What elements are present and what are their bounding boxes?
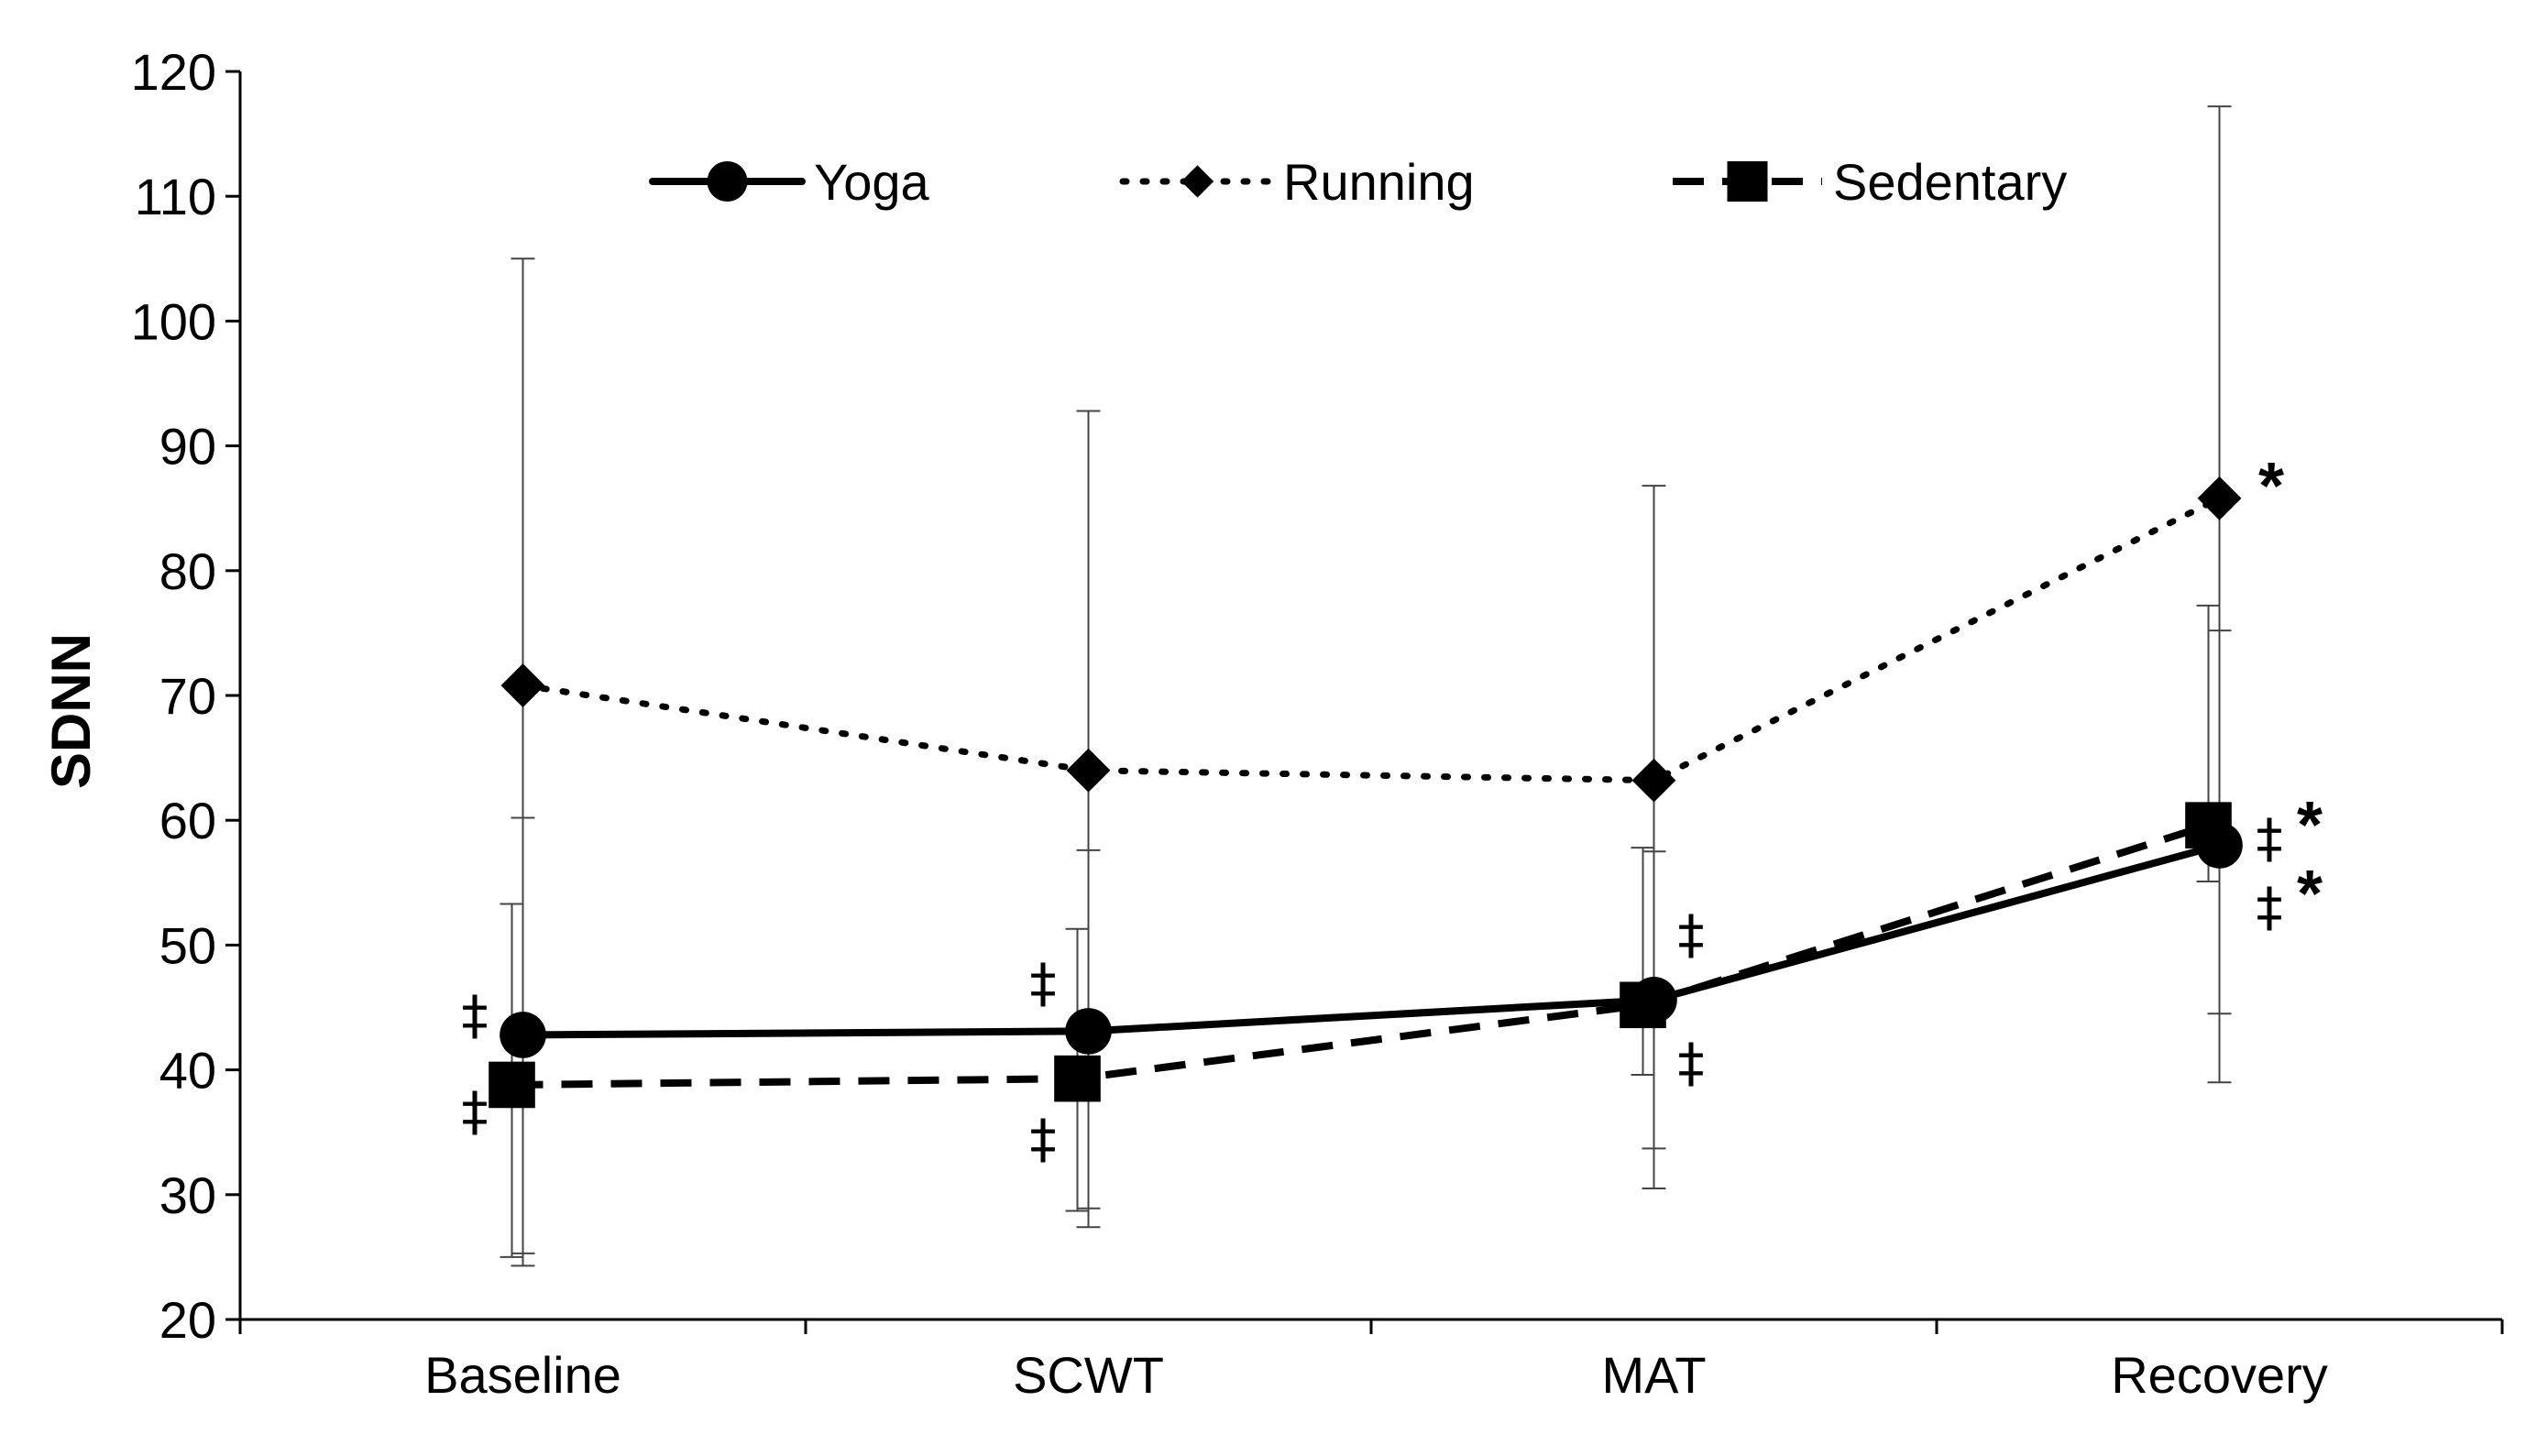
annotation-star: *	[2297, 789, 2323, 862]
annotation: ‡	[462, 1080, 489, 1143]
annotation: ‡	[1030, 952, 1057, 1014]
series-lines	[511, 495, 2224, 1089]
data-point-sedentary	[1620, 981, 1666, 1029]
data-point-running	[1066, 748, 1111, 793]
series-line-sedentary	[511, 821, 2210, 1089]
annotation: ‡	[1030, 1108, 1057, 1170]
legend-label-sedentary: Sedentary	[1833, 153, 2067, 211]
legend: Yoga Running Sedentary	[649, 153, 2067, 211]
y-tick-label: 110	[135, 168, 216, 225]
annotation: ‡	[1678, 1032, 1705, 1094]
legend-marker-yoga	[707, 161, 748, 202]
x-tick-label: SCWT	[1013, 1346, 1164, 1404]
legend-label-yoga: Yoga	[814, 153, 930, 211]
data-point-sedentary	[489, 1061, 535, 1109]
data-point-yoga	[1065, 1008, 1112, 1055]
y-tick-label: 120	[131, 43, 216, 101]
x-tick-label: Baseline	[424, 1346, 621, 1404]
y-tick-label: 50	[159, 916, 216, 974]
annotation-star: *	[2297, 858, 2323, 931]
series-line-running	[520, 495, 2223, 784]
annotation: *	[2258, 450, 2284, 523]
annotation: ‡	[462, 984, 489, 1046]
x-tick-label: Recovery	[2111, 1346, 2328, 1404]
y-tick-label: 70	[159, 667, 216, 725]
y-tick-label: 30	[159, 1166, 216, 1224]
y-tick-label: 90	[159, 418, 216, 476]
annotation-dagger: ‡	[2257, 876, 2283, 938]
y-tick-label: 20	[159, 1291, 216, 1349]
y-tick-label: 60	[159, 792, 216, 849]
y-tick-label: 80	[159, 542, 216, 600]
data-point-sedentary	[2185, 802, 2232, 848]
annotation: ‡	[1678, 903, 1705, 966]
data-point-running	[2197, 476, 2242, 520]
axes: 20 30 40 50 60 70 80 90 100 110 120 Baseline SCWT MAT…	[131, 43, 2504, 1404]
y-tick-label: 100	[131, 292, 216, 350]
data-point-running	[1631, 758, 1676, 803]
data-point-yoga	[500, 1012, 546, 1058]
legend-label-running: Running	[1283, 153, 1475, 211]
y-tick-label: 40	[159, 1042, 216, 1100]
data-point-sedentary	[1054, 1055, 1101, 1102]
y-axis-title: SDNN	[40, 633, 102, 789]
error-bars	[500, 105, 2232, 1267]
series-markers	[489, 476, 2243, 1109]
legend-marker-sedentary	[1727, 161, 1768, 202]
significance-annotations: ‡‡‡‡‡‡*‡ *‡ *	[462, 450, 2323, 1170]
series-line-yoga	[519, 841, 2224, 1039]
legend-marker-running	[1181, 165, 1214, 198]
x-tick-label: MAT	[1601, 1346, 1706, 1404]
data-point-running	[500, 663, 545, 708]
annotation-dagger: ‡	[2257, 807, 2283, 870]
